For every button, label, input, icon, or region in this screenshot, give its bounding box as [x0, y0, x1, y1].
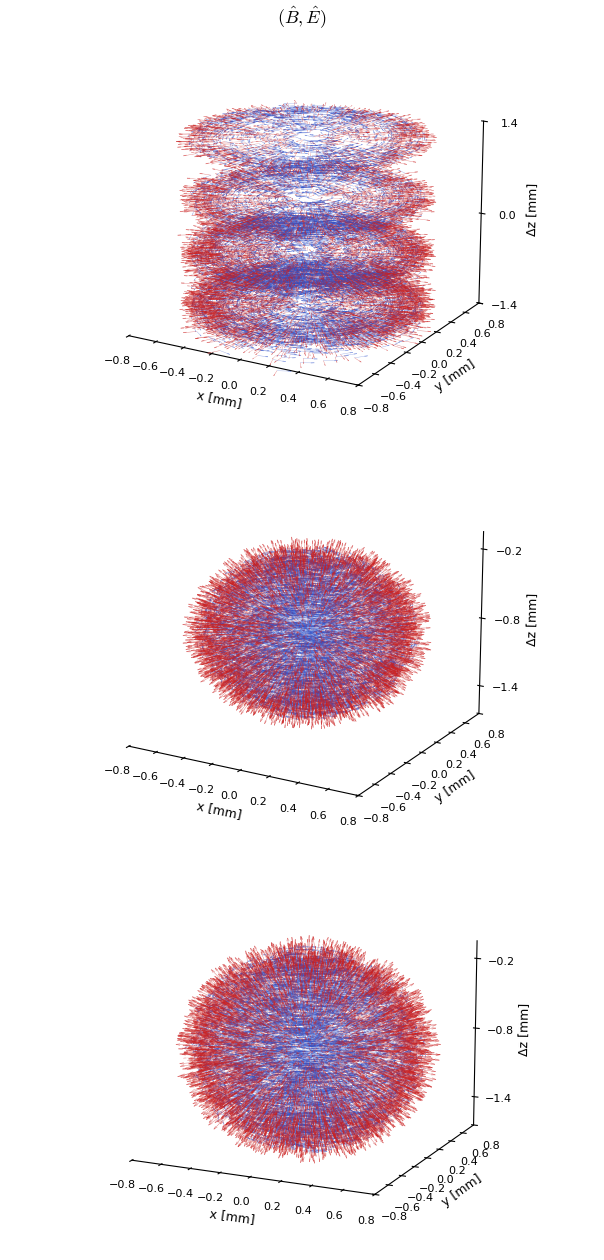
Y-axis label: y [mm]: y [mm] — [440, 1172, 484, 1208]
Title: $(\hat{B},\hat{E})$: $(\hat{B},\hat{E})$ — [277, 4, 327, 30]
Y-axis label: y [mm]: y [mm] — [433, 358, 478, 394]
X-axis label: x [mm]: x [mm] — [196, 799, 243, 822]
X-axis label: x [mm]: x [mm] — [209, 1207, 256, 1226]
X-axis label: x [mm]: x [mm] — [196, 389, 243, 411]
Y-axis label: y [mm]: y [mm] — [433, 769, 478, 805]
